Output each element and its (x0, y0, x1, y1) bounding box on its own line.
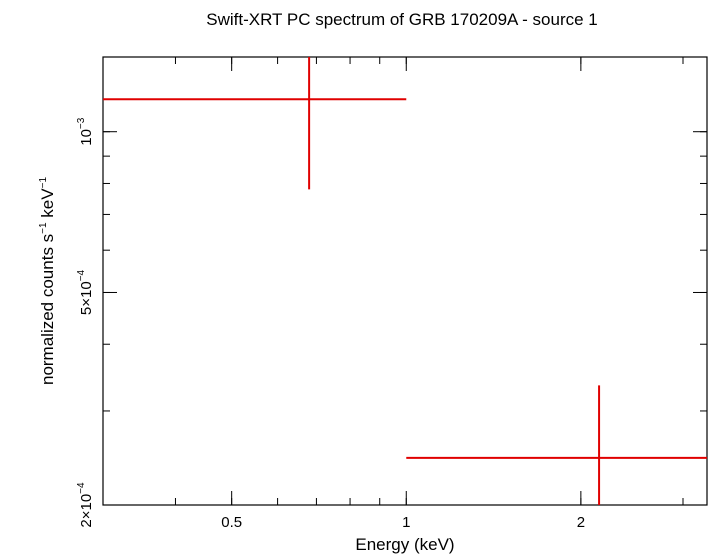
x-tick-label: 0.5 (221, 514, 242, 531)
y-axis-label-sup1: −1 (38, 222, 49, 234)
y-tick-label: 10−3 (76, 117, 95, 146)
data-point-2 (406, 385, 707, 505)
x-tick-label: 1 (402, 514, 410, 531)
x-axis-ticks: 0.5 1 2 (221, 57, 585, 531)
x-minor-ticks (102, 57, 684, 505)
x-tick-label: 2 (577, 514, 585, 531)
plot-frame (102, 56, 708, 506)
y-axis-label: normalized counts s−1 keV−1 (38, 177, 57, 385)
y-axis-label-sup2: −1 (38, 177, 49, 189)
x-axis-label: Energy (keV) (355, 535, 454, 554)
data-points (103, 57, 707, 505)
chart-title: Swift-XRT PC spectrum of GRB 170209A - s… (206, 10, 597, 29)
y-axis-label-mid: keV (38, 188, 57, 223)
y-axis-ticks: 10−3 5×10−4 2×10−4 (76, 117, 707, 528)
data-point-1 (103, 57, 407, 190)
y-axis-label-base: normalized counts s (38, 234, 57, 385)
y-minor-ticks (103, 131, 707, 412)
y-tick-label: 5×10−4 (76, 269, 95, 315)
y-tick-label: 2×10−4 (76, 482, 95, 528)
